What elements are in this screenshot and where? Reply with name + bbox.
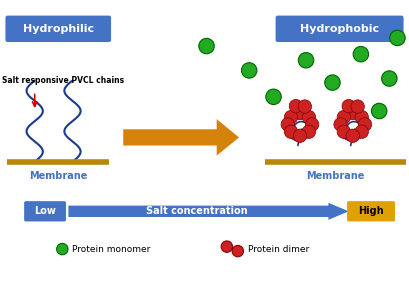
FancyBboxPatch shape: [276, 15, 404, 42]
Text: Membrane: Membrane: [29, 171, 88, 181]
Circle shape: [293, 106, 307, 120]
Text: Hydrophobic: Hydrophobic: [300, 24, 379, 34]
Circle shape: [232, 245, 243, 257]
Text: Salt responsive PVCL chains: Salt responsive PVCL chains: [2, 76, 124, 85]
Circle shape: [266, 89, 281, 104]
Circle shape: [342, 100, 355, 113]
Circle shape: [325, 75, 340, 90]
Circle shape: [284, 125, 298, 138]
Circle shape: [390, 30, 405, 46]
Circle shape: [298, 53, 314, 68]
FancyBboxPatch shape: [347, 201, 395, 222]
Circle shape: [353, 46, 369, 62]
FancyBboxPatch shape: [24, 201, 66, 222]
Text: Salt concentration: Salt concentration: [146, 206, 247, 216]
Circle shape: [302, 125, 316, 138]
Text: Protein dimer: Protein dimer: [248, 245, 310, 254]
FancyBboxPatch shape: [5, 15, 111, 42]
Circle shape: [382, 71, 397, 86]
Circle shape: [337, 110, 351, 124]
Circle shape: [355, 125, 369, 138]
Circle shape: [221, 241, 233, 252]
Polygon shape: [123, 119, 239, 156]
Circle shape: [199, 38, 214, 54]
Circle shape: [281, 118, 294, 131]
Circle shape: [346, 106, 360, 120]
Text: Hydrophilic: Hydrophilic: [22, 24, 94, 34]
Circle shape: [289, 100, 303, 113]
Circle shape: [337, 125, 351, 138]
Text: High: High: [358, 206, 384, 216]
Circle shape: [56, 243, 68, 255]
Circle shape: [302, 110, 316, 124]
Circle shape: [346, 129, 360, 142]
Circle shape: [334, 118, 347, 131]
Circle shape: [293, 129, 307, 142]
Circle shape: [371, 103, 387, 119]
Text: Membrane: Membrane: [306, 171, 364, 181]
Circle shape: [241, 63, 257, 78]
Circle shape: [284, 110, 298, 124]
Text: Low: Low: [34, 206, 56, 216]
Circle shape: [355, 110, 369, 124]
Circle shape: [306, 118, 319, 131]
Polygon shape: [68, 203, 349, 220]
Text: Protein monomer: Protein monomer: [72, 245, 151, 254]
Circle shape: [298, 100, 312, 113]
Circle shape: [358, 118, 372, 131]
Circle shape: [351, 100, 364, 113]
